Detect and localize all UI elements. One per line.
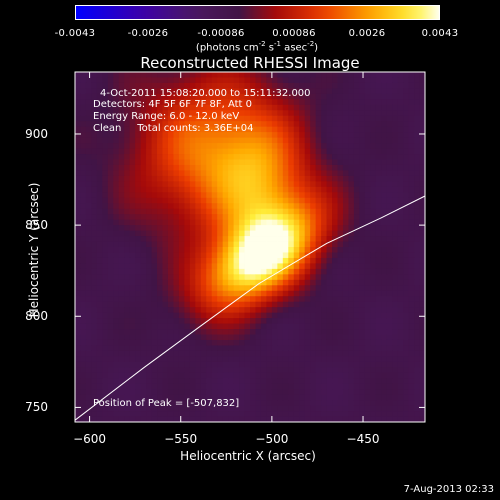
info-energy-range: Energy Range: 6.0 - 12.0 keV [93, 111, 240, 122]
colorbar-tick: -0.0043 [54, 28, 96, 39]
render-date: 7-Aug-2013 02:33 [403, 484, 494, 495]
y-tick-label: 750 [25, 400, 48, 415]
x-axis-label: Heliocentric X (arcsec) [180, 449, 316, 463]
x-tick-label: −500 [255, 432, 289, 446]
heatmap [75, 72, 426, 423]
colorbar-tick: 0.0026 [348, 28, 386, 39]
plot-frame [74, 71, 426, 423]
y-tick-label: 800 [25, 309, 48, 324]
y-tick-label: 850 [25, 218, 48, 233]
x-tick-label: −600 [73, 432, 107, 446]
colorbar-unit: (photons cm-2 s-1 asec-2) [195, 40, 319, 54]
colorbar-tick: -0.0026 [127, 28, 169, 39]
y-axis-label: Heliocentric Y (arcsec) [27, 182, 41, 318]
x-tick-label: −450 [346, 432, 380, 446]
solar-limb-line [74, 195, 426, 421]
peak-position-label: Position of Peak = [-507,832] [93, 398, 240, 409]
info-clean-counts: Clean Total counts: 3.36E+04 [93, 123, 254, 134]
info-time-range: 4-Oct-2011 15:08:20.000 to 15:11:32.000 [100, 88, 311, 99]
colorbar-tick: 0.00086 [272, 28, 316, 39]
colorbar-tick: 0.0043 [421, 28, 459, 39]
colorbar [75, 5, 440, 20]
colorbar-tick: -0.00086 [197, 28, 245, 39]
x-tick-label: −550 [164, 432, 198, 446]
chart-title: Reconstructed RHESSI Image [140, 54, 360, 72]
y-tick-label: 900 [25, 126, 48, 141]
info-detectors: Detectors: 4F 5F 6F 7F 8F, Att 0 [93, 99, 253, 110]
